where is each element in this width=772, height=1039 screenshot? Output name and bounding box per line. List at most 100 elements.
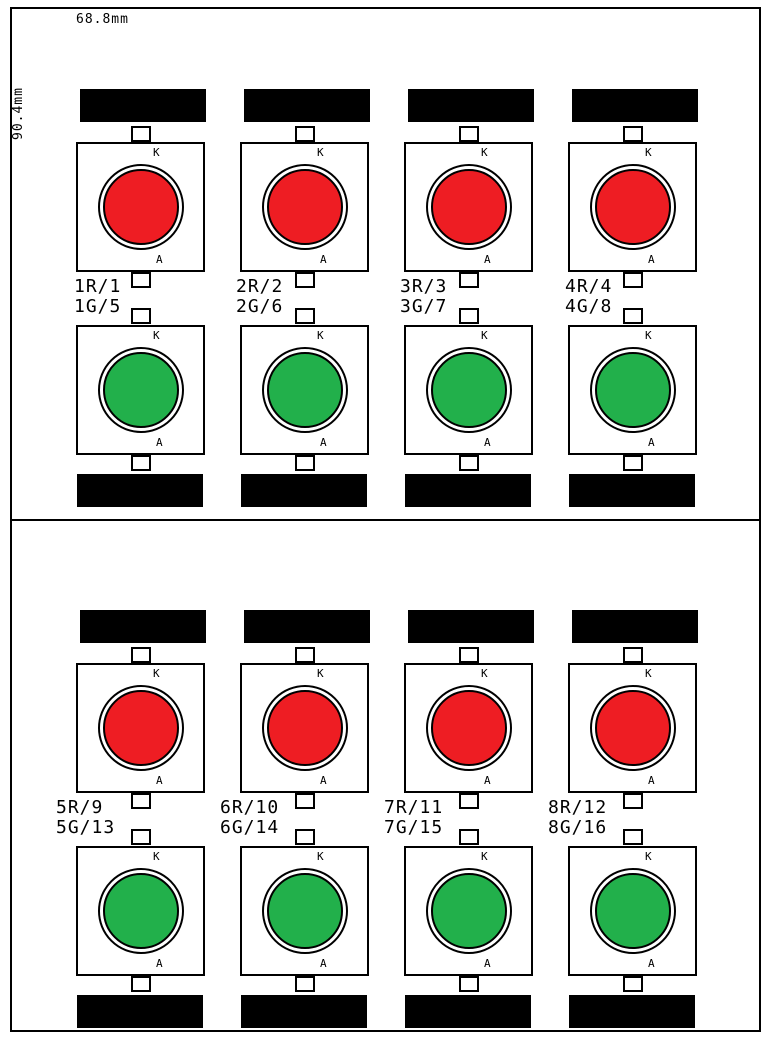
lens-ring	[98, 164, 184, 250]
pin-tab	[131, 976, 151, 992]
anode-pin-label: A	[320, 436, 327, 449]
lens-ring	[262, 685, 348, 771]
anode-pin-label: A	[648, 253, 655, 266]
cathode-pin-label: K	[317, 329, 324, 342]
pin-tab	[459, 272, 479, 288]
height-dimension: 90.4mm	[11, 87, 26, 140]
top-pad	[572, 610, 698, 643]
pin-tab	[459, 126, 479, 142]
bottom-pad	[405, 474, 531, 507]
bottom-pad	[77, 995, 203, 1028]
bottom-pad	[241, 995, 367, 1028]
pin-tab	[131, 793, 151, 809]
lens-ring	[262, 868, 348, 954]
pin-tab	[623, 829, 643, 845]
green-led-label: 5G/13	[56, 817, 116, 838]
pin-tab	[623, 308, 643, 324]
green-led-label: 4G/8	[565, 296, 613, 317]
green-led-label: 2G/6	[236, 296, 284, 317]
pin-tab	[131, 126, 151, 142]
red-lens	[431, 169, 507, 245]
cathode-pin-label: K	[317, 850, 324, 863]
cathode-pin-label: K	[153, 329, 160, 342]
lens-ring	[426, 685, 512, 771]
green-led-label: 3G/7	[400, 296, 448, 317]
cathode-pin-label: K	[317, 146, 324, 159]
bottom-pad	[405, 995, 531, 1028]
pin-tab	[623, 793, 643, 809]
red-led-label: 6R/10	[220, 797, 280, 818]
pin-tab	[295, 455, 315, 471]
green-led-label: 6G/14	[220, 817, 280, 838]
bottom-pad	[569, 474, 695, 507]
anode-pin-label: A	[156, 253, 163, 266]
pin-tab	[459, 976, 479, 992]
green-led-label: 8G/16	[548, 817, 608, 838]
pin-tab	[459, 308, 479, 324]
pin-tab	[623, 455, 643, 471]
anode-pin-label: A	[648, 957, 655, 970]
green-lens	[103, 352, 179, 428]
anode-pin-label: A	[320, 253, 327, 266]
pin-tab	[459, 829, 479, 845]
cathode-pin-label: K	[645, 850, 652, 863]
lens-ring	[426, 164, 512, 250]
red-led-label: 5R/9	[56, 797, 104, 818]
bottom-pad	[241, 474, 367, 507]
top-pad	[244, 89, 370, 122]
bottom-pad	[77, 474, 203, 507]
red-lens	[267, 169, 343, 245]
pin-tab	[131, 647, 151, 663]
red-lens	[595, 690, 671, 766]
lens-ring	[426, 347, 512, 433]
lens-ring	[590, 868, 676, 954]
top-pad	[80, 610, 206, 643]
panel-divider	[10, 519, 761, 521]
lens-ring	[98, 347, 184, 433]
red-led-label: 3R/3	[400, 276, 448, 297]
anode-pin-label: A	[156, 774, 163, 787]
green-lens	[595, 873, 671, 949]
green-lens	[267, 352, 343, 428]
green-lens	[431, 873, 507, 949]
red-led-label: 4R/4	[565, 276, 613, 297]
pin-tab	[459, 793, 479, 809]
pin-tab	[295, 272, 315, 288]
anode-pin-label: A	[484, 253, 491, 266]
cathode-pin-label: K	[153, 146, 160, 159]
anode-pin-label: A	[648, 436, 655, 449]
bottom-pad	[569, 995, 695, 1028]
red-led-label: 1R/1	[74, 276, 122, 297]
width-dimension: 68.8mm	[76, 12, 129, 27]
red-led-label: 8R/12	[548, 797, 608, 818]
green-led-label: 7G/15	[384, 817, 444, 838]
cathode-pin-label: K	[317, 667, 324, 680]
lens-ring	[590, 347, 676, 433]
pin-tab	[131, 308, 151, 324]
green-lens	[103, 873, 179, 949]
top-pad	[408, 610, 534, 643]
anode-pin-label: A	[484, 957, 491, 970]
cathode-pin-label: K	[153, 667, 160, 680]
green-lens	[431, 352, 507, 428]
cathode-pin-label: K	[481, 329, 488, 342]
anode-pin-label: A	[484, 774, 491, 787]
lens-ring	[262, 164, 348, 250]
cathode-pin-label: K	[481, 850, 488, 863]
